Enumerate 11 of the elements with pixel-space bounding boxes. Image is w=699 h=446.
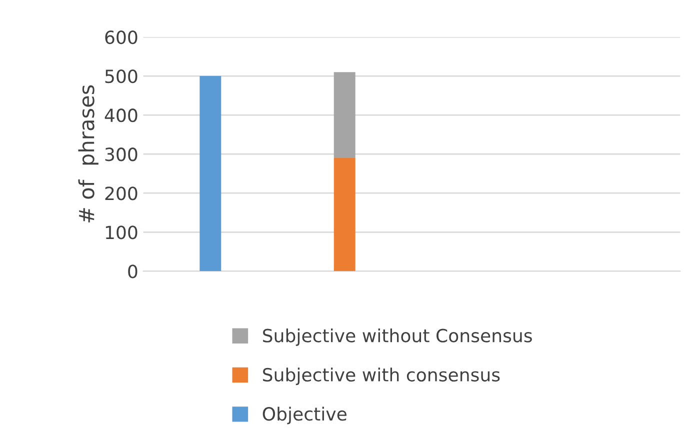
y-tick-label: 600 xyxy=(105,30,138,44)
legend-label: Subjective with consensus xyxy=(263,368,500,386)
y-tick-label: 100 xyxy=(106,226,138,240)
legend-label: Subjective without Consensus xyxy=(263,328,532,346)
legend-label: Objective xyxy=(262,406,346,424)
y-tick-label: 0 xyxy=(128,264,138,278)
y-tick-label: 400 xyxy=(104,108,138,122)
y-tick-label: 500 xyxy=(105,70,138,84)
y-tick-label: 200 xyxy=(105,186,138,200)
y-axis-title: # of phrases xyxy=(78,85,98,222)
y-tick-label: 300 xyxy=(105,148,138,162)
